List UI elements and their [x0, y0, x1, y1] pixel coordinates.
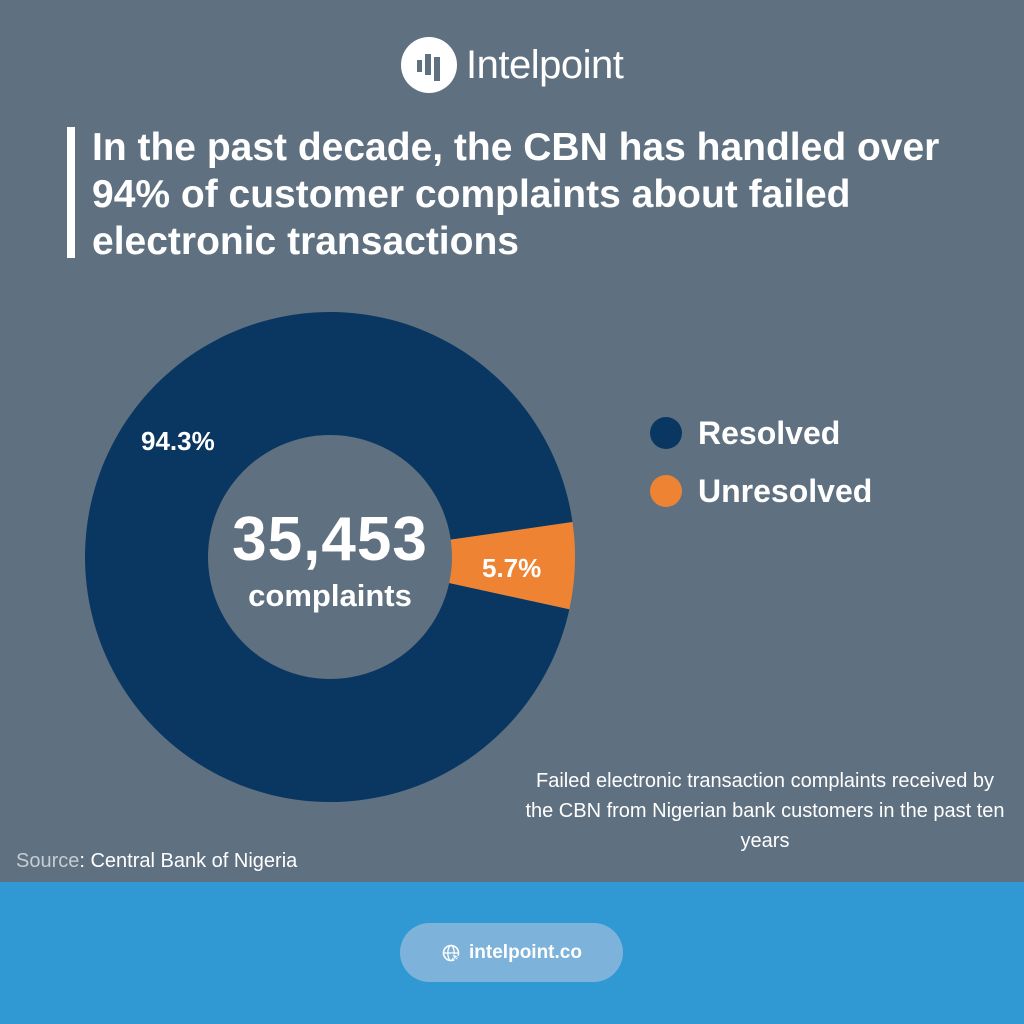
globe-cursor-icon — [442, 944, 461, 962]
slice-label-unresolved: 5.7% — [482, 553, 542, 583]
legend-swatch-icon — [650, 475, 682, 507]
slice-label-resolved: 94.3% — [141, 426, 215, 456]
legend-label: Resolved — [698, 414, 841, 451]
legend: Resolved Unresolved — [650, 404, 872, 520]
title-line: 94% of customer complaints about failed — [92, 173, 851, 216]
source-value: : Central Bank of Nigeria — [79, 850, 298, 872]
legend-item-unresolved: Unresolved — [650, 462, 872, 520]
legend-item-resolved: Resolved — [650, 404, 872, 462]
headline-accent-bar — [67, 127, 75, 258]
legend-swatch-icon — [650, 417, 682, 449]
brand-name: Intelpoint — [466, 43, 624, 87]
total-value: 35,453 — [232, 505, 428, 574]
legend-label: Unresolved — [698, 472, 873, 509]
brand-logo: Intelpoint — [401, 36, 624, 94]
source-key: Source — [16, 850, 80, 872]
website-link-button[interactable]: intelpoint.co — [400, 923, 623, 982]
website-link-text: intelpoint.co — [469, 941, 582, 963]
source-note: Source: Central Bank of Nigeria — [16, 848, 297, 874]
slice-resolved — [84, 311, 573, 802]
slice-unresolved — [449, 522, 575, 610]
title-line: electronic transactions — [92, 220, 519, 263]
title-line: In the past decade, the CBN has handled … — [92, 126, 940, 169]
footer-band: intelpoint.co — [0, 882, 1024, 1024]
bar-chart-circle-icon — [401, 37, 457, 93]
chart-caption: Failed electronic transaction complaints… — [525, 770, 1005, 852]
total-label: complaints — [248, 578, 412, 613]
page-title: In the past decade, the CBN has handled … — [92, 124, 992, 265]
